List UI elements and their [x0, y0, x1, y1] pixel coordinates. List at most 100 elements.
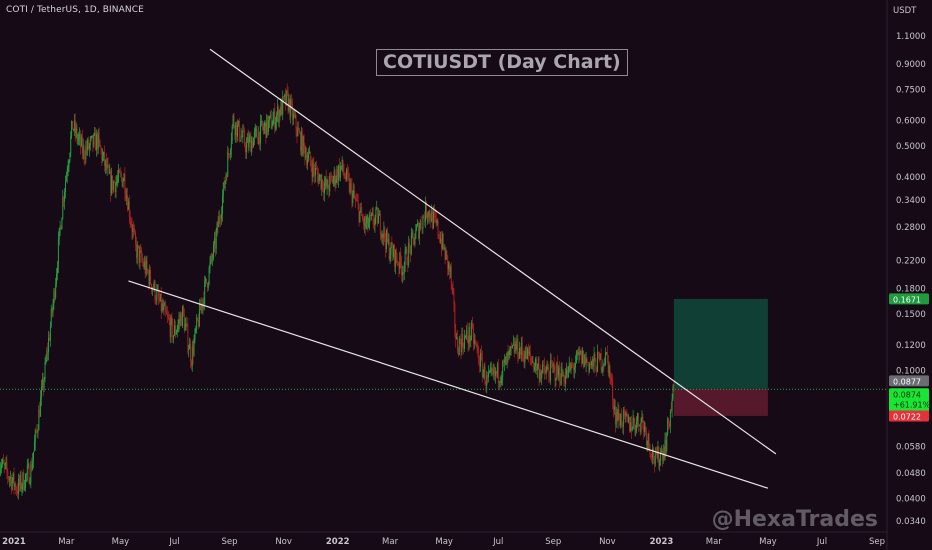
candle-body — [221, 196, 223, 215]
candle-body — [148, 272, 150, 285]
candle-body — [574, 362, 576, 368]
candle-body — [194, 329, 196, 341]
candle-body — [394, 249, 396, 267]
candle-body — [272, 119, 274, 127]
candle-body — [154, 281, 156, 301]
candle-body — [237, 124, 238, 137]
symbol-header[interactable]: COTI / TetherUS, 1D, BINANCE — [6, 5, 144, 15]
candle-body — [404, 250, 406, 265]
candle-body — [524, 357, 526, 363]
candle-body — [299, 131, 301, 133]
candle-body — [556, 362, 558, 380]
candle-body — [501, 376, 503, 380]
candle-body — [2, 459, 3, 465]
candle-body — [53, 290, 55, 304]
candle-body — [421, 227, 423, 229]
candle-body — [56, 273, 58, 284]
candle-body — [339, 165, 340, 178]
candle-body — [330, 175, 332, 177]
candle-body — [581, 350, 583, 364]
candle-body — [29, 482, 31, 484]
candle-body — [114, 182, 116, 193]
candle-body — [281, 100, 283, 115]
candle-body — [195, 329, 197, 330]
candle-body — [1, 464, 3, 469]
time-tick-label: Sep — [545, 537, 561, 547]
price-tick-label: 0.3400 — [896, 196, 926, 206]
candle-body — [359, 211, 361, 222]
candle-body — [543, 364, 544, 366]
candle-body — [285, 90, 287, 105]
candle-body — [106, 164, 108, 170]
candle-body — [658, 446, 660, 466]
candle-body — [634, 423, 636, 431]
candle-body — [44, 361, 46, 379]
candle-body — [110, 171, 112, 194]
candle-body — [179, 319, 181, 321]
candle-body — [637, 413, 638, 422]
candle-body — [240, 135, 242, 141]
candle-body — [483, 366, 485, 372]
candle-body — [76, 127, 78, 140]
candle-body — [74, 120, 76, 134]
candle-body — [441, 234, 443, 249]
candle-body — [397, 264, 399, 265]
candle-body — [224, 180, 226, 189]
candle-body — [196, 317, 198, 330]
candle-body — [245, 145, 246, 153]
candle-body — [33, 451, 34, 461]
candle-body — [639, 425, 641, 432]
candle-body — [459, 338, 461, 342]
candle-body — [342, 160, 344, 172]
target-price-tag-bg — [889, 293, 929, 305]
candle-body — [653, 448, 654, 460]
candle-body — [540, 372, 542, 379]
candle-body — [606, 352, 607, 354]
candle-body — [211, 255, 213, 259]
candle-body — [425, 202, 426, 222]
candle-body — [368, 223, 370, 228]
candle-body — [413, 237, 415, 245]
candle-body — [201, 304, 203, 308]
candle-body — [643, 421, 645, 433]
candle-body — [437, 220, 439, 235]
candle-body — [274, 110, 276, 129]
candle-body — [2, 459, 4, 464]
candle-body — [488, 371, 490, 373]
candle-body — [129, 217, 131, 222]
candle-body — [71, 121, 73, 136]
candle-body — [244, 131, 246, 146]
candle-body — [320, 174, 322, 189]
candle-body — [465, 330, 467, 337]
candle-body — [290, 100, 292, 117]
candle-body — [21, 485, 23, 489]
candle-body — [482, 371, 484, 377]
candle-body — [554, 366, 556, 381]
trendline-upper — [209, 48, 777, 455]
candle-body — [25, 474, 26, 488]
candle-body — [94, 132, 96, 135]
candle-body — [340, 165, 342, 167]
candle-body — [283, 96, 285, 98]
price-tick-label: 0.0340 — [896, 517, 926, 527]
price-tick-label: 0.2800 — [896, 223, 926, 233]
candle-body — [559, 380, 561, 385]
candle-body — [552, 364, 554, 367]
price-tick-label: 1.1000 — [896, 32, 926, 42]
candle-body — [335, 180, 337, 185]
candle-body — [208, 267, 210, 284]
candle-body — [402, 271, 404, 274]
candle-body — [480, 352, 482, 358]
candle-body — [355, 200, 357, 201]
candle-body — [638, 425, 640, 427]
candle-body — [168, 318, 170, 322]
candle-body — [0, 468, 2, 470]
candle-body — [217, 222, 219, 228]
candle-body — [608, 365, 610, 373]
candle-body — [184, 324, 186, 331]
candle-body — [500, 379, 502, 383]
target-zone — [673, 298, 768, 389]
candle-body — [104, 159, 106, 166]
candle-body — [448, 262, 450, 270]
candle-body — [49, 326, 51, 341]
